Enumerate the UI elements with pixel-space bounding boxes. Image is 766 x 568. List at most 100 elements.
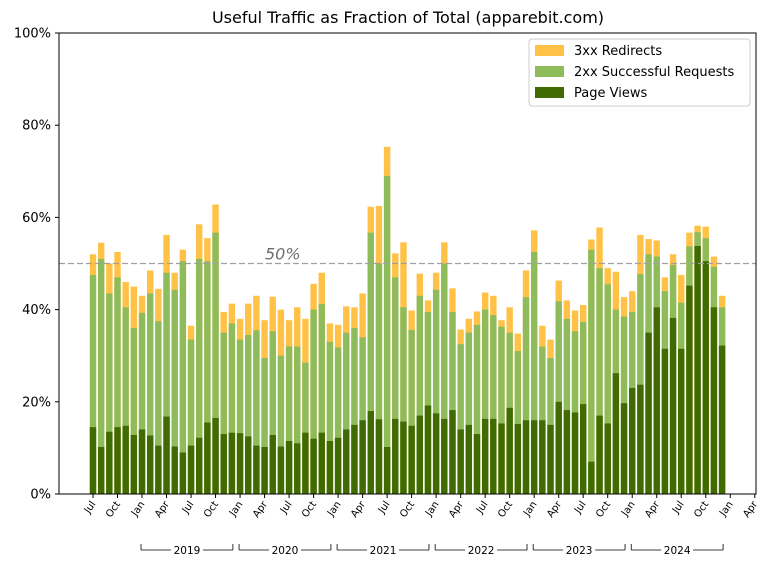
- bar: [563, 318, 571, 494]
- bar: [490, 315, 497, 494]
- bar: [580, 404, 587, 494]
- bar: [441, 263, 448, 494]
- chart-title: Useful Traffic as Fraction of Total (app…: [212, 8, 604, 27]
- x-tick-label: Apr: [251, 499, 270, 520]
- x-tick-label: Jul: [278, 499, 295, 516]
- bar: [457, 429, 464, 494]
- bar: [367, 411, 374, 494]
- bar: [326, 440, 334, 494]
- bar: [89, 275, 97, 494]
- bar: [383, 175, 391, 494]
- x-tick-label: Oct: [202, 499, 221, 520]
- x-tick-label: Jul: [474, 499, 491, 516]
- bar: [122, 307, 129, 494]
- legend-entry: Page Views: [574, 86, 647, 101]
- legend-entry: 2xx Successful Requests: [574, 65, 734, 80]
- bar: [97, 446, 105, 494]
- y-tick-label: 100%: [14, 27, 51, 42]
- x-tick-label: Jan: [129, 499, 147, 519]
- x-tick-label: Oct: [496, 499, 515, 520]
- bar: [539, 420, 546, 494]
- bar: [555, 401, 562, 494]
- bar: [612, 373, 620, 494]
- bar: [432, 413, 440, 494]
- bar: [334, 437, 342, 494]
- bar: [375, 419, 383, 494]
- bar: [416, 415, 423, 494]
- bar: [253, 445, 260, 494]
- bar: [661, 348, 669, 494]
- y-tick-label: 60%: [22, 211, 51, 226]
- year-label: 2023: [566, 545, 593, 557]
- bar: [392, 277, 399, 494]
- y-tick-label: 40%: [22, 303, 51, 318]
- bar: [498, 326, 505, 494]
- bar: [432, 289, 440, 494]
- bar: [236, 339, 244, 494]
- bar: [383, 446, 391, 494]
- bar: [588, 461, 595, 494]
- bar: [408, 329, 415, 494]
- reference-line-label: 50%: [265, 245, 301, 264]
- bar: [228, 432, 236, 494]
- year-group: 2019: [140, 544, 234, 557]
- bar: [220, 434, 227, 494]
- bar: [122, 425, 129, 494]
- bar: [637, 384, 644, 494]
- x-tick-label: Oct: [398, 499, 417, 520]
- bar: [106, 293, 113, 494]
- bar: [416, 295, 423, 494]
- bar: [359, 420, 366, 494]
- bar: [473, 324, 481, 494]
- bar: [359, 337, 366, 494]
- x-tick-label: Jul: [572, 499, 589, 516]
- bar: [514, 423, 522, 494]
- bar: [302, 432, 309, 494]
- bar: [637, 274, 644, 494]
- bar: [449, 410, 456, 494]
- bar: [285, 346, 293, 494]
- bar: [490, 418, 497, 494]
- bar: [367, 232, 374, 495]
- bar: [318, 304, 325, 494]
- legend-swatch: [535, 45, 564, 56]
- bar: [530, 251, 538, 494]
- bar: [310, 309, 317, 494]
- x-tick-label: Apr: [545, 499, 564, 520]
- bar: [645, 332, 652, 494]
- year-label: 2021: [370, 545, 397, 557]
- bar: [424, 405, 432, 494]
- year-group: 2022: [434, 544, 528, 557]
- bar: [334, 347, 342, 494]
- bar: [163, 272, 170, 494]
- year-label: 2019: [174, 545, 201, 557]
- bar: [245, 334, 252, 494]
- bar: [261, 446, 268, 494]
- bar: [318, 432, 325, 494]
- bar: [277, 355, 285, 494]
- bar: [669, 317, 677, 494]
- x-tick-label: Apr: [643, 499, 662, 520]
- bar: [506, 407, 513, 494]
- x-tick-label: Jan: [521, 499, 539, 519]
- legend-entry: 3xx Redirects: [574, 44, 662, 59]
- bar: [343, 429, 350, 494]
- bars-group: [89, 146, 726, 495]
- bar: [588, 249, 595, 494]
- bar: [114, 427, 121, 494]
- bar: [196, 437, 203, 494]
- year-label: 2024: [664, 545, 691, 557]
- x-tick-label: Oct: [692, 499, 711, 520]
- bar: [343, 332, 350, 494]
- bar: [686, 285, 693, 494]
- x-axis: Jul Oct Jan Apr Jul Oct Jan Apr Jul Oct Jan Apr Jul O…: [82, 494, 761, 520]
- bar: [555, 301, 562, 494]
- bar: [228, 323, 236, 494]
- bar: [653, 307, 660, 494]
- bar: [310, 438, 317, 494]
- bar: [400, 421, 407, 494]
- x-tick-label: Jul: [180, 499, 197, 516]
- bar: [424, 311, 432, 494]
- y-axis: 0% 20% 40% 60% 80% 100%: [14, 27, 59, 503]
- x-tick-label: Apr: [349, 499, 368, 520]
